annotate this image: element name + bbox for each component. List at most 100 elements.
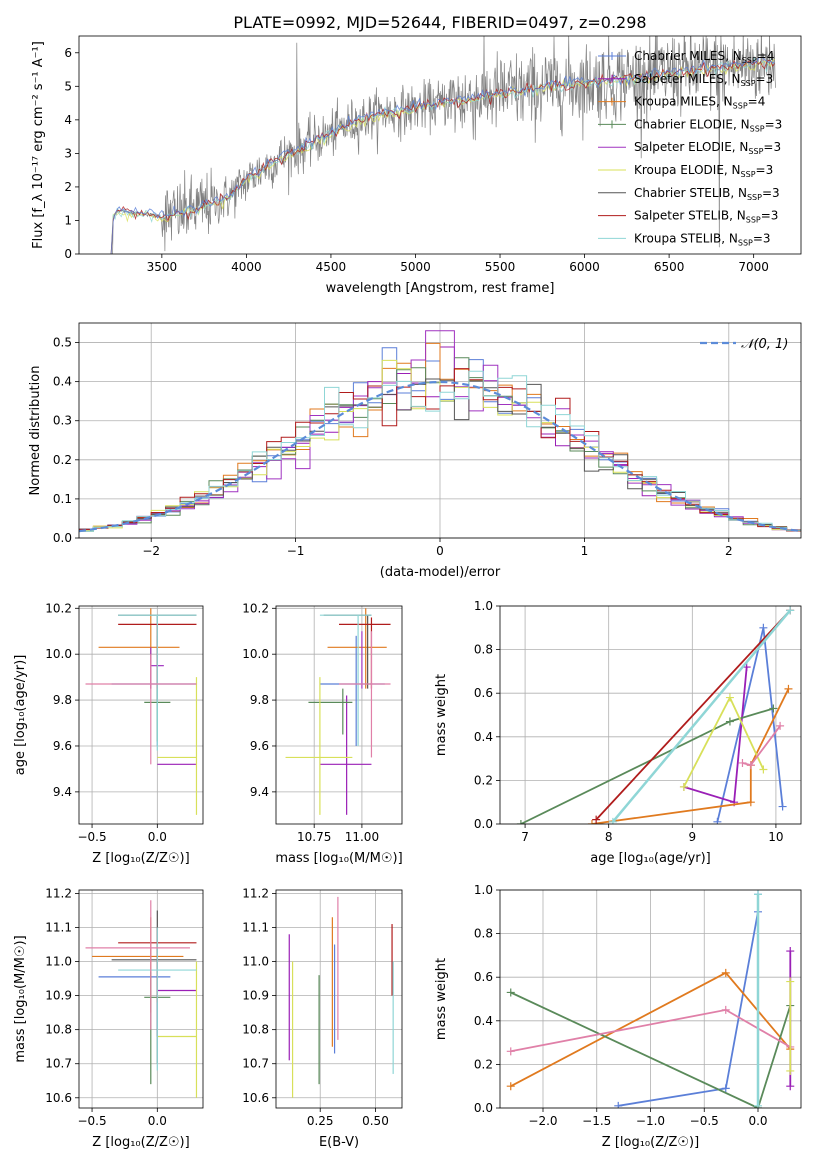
point-marker <box>506 988 515 997</box>
y-tick-label: 0.0 <box>474 1101 493 1115</box>
chart-mass-vs-ebv: 0.25 0.50 10.6 10.7 10.8 10.9 11.0 11.1 11.2 E(B-… <box>242 886 403 1150</box>
errorbar-kroupa-elodie <box>157 961 198 1098</box>
point-marker <box>786 606 795 615</box>
x-axis-label: Z [log₁₀(Z/Z☉)] <box>92 851 189 866</box>
x-tick-label: 4000 <box>231 260 262 274</box>
legend-entry: Salpeter STELIB, NSSP=3 <box>598 209 778 225</box>
gaussian-curve <box>79 380 801 533</box>
series-kroupa-elodie <box>679 693 768 791</box>
series-chabrier-miles <box>713 623 787 824</box>
plot-area <box>285 608 391 815</box>
series-line <box>611 609 792 823</box>
point-marker <box>759 623 768 632</box>
point-marker <box>721 1084 730 1093</box>
point-marker <box>608 817 617 824</box>
plot-area <box>79 330 801 533</box>
point-marker <box>725 693 734 702</box>
histogram-kroupa-miles <box>79 342 801 532</box>
errorbar-kroupa-miles <box>92 917 184 1013</box>
errorbar-kroupa-stelib <box>118 927 197 1071</box>
legend-label: Chabrier MILES, NSSP=4 <box>634 49 774 65</box>
y-tick-label: 0.2 <box>53 453 72 467</box>
y-tick-label: 1.0 <box>474 599 493 613</box>
errorbar-kroupa-elodie <box>285 677 353 815</box>
legend-entry: Salpeter MILES, NSSP=3 <box>598 72 773 88</box>
y-tick-label: 1 <box>64 213 72 227</box>
y-tick-label: 11.1 <box>45 920 72 934</box>
x-tick-label: 4500 <box>316 260 347 274</box>
y-tick-label: 9.6 <box>250 739 269 753</box>
point-marker <box>778 802 787 811</box>
point-marker <box>769 704 778 713</box>
y-tick-label: 11.2 <box>45 886 72 900</box>
y-tick-label: 10.2 <box>242 601 269 615</box>
x-tick-label: 0.25 <box>307 1114 334 1128</box>
legend: Chabrier MILES, NSSP=4 Salpeter MILES, NS… <box>598 49 782 247</box>
plot-area <box>506 890 795 1108</box>
errorbar-chabrier-miles <box>111 635 197 746</box>
point-marker <box>516 820 525 824</box>
y-tick-label: 0.5 <box>53 336 72 350</box>
point-marker <box>786 947 795 956</box>
x-tick-label: 10 <box>768 830 783 844</box>
chart-age-vs-Z: −0.5 0.0 9.4 9.6 9.8 10.0 10.2 Z [log₁₀(Z/Z☉)] a… <box>13 601 204 866</box>
plot-area <box>516 606 795 824</box>
point-marker <box>786 1082 795 1091</box>
x-tick-label: 8 <box>605 830 613 844</box>
series-line <box>618 894 759 1107</box>
y-tick-label: 9.6 <box>53 739 72 753</box>
errorbar-pink <box>339 631 391 758</box>
x-tick-label: 7000 <box>738 260 769 274</box>
spectrum-data-line <box>111 36 776 254</box>
y-axis-label: mass weight <box>434 674 449 756</box>
series-salpeter-miles <box>679 663 751 807</box>
legend-label: Kroupa STELIB, NSSP=3 <box>634 231 771 247</box>
errorbar-chabrier-stelib <box>323 614 372 689</box>
axes-frame <box>78 322 802 539</box>
errorbar-kroupa-stelib <box>118 614 197 751</box>
x-tick-label: 2 <box>725 544 733 558</box>
x-axis-label: Z [log₁₀(Z/Z☉)] <box>92 1135 189 1150</box>
y-axis-label: age [log₁₀(age/yr)] <box>13 655 28 776</box>
errorbar-salpeter-miles <box>156 975 197 1037</box>
x-tick-label: −1.0 <box>636 1114 665 1128</box>
point-marker <box>759 765 768 774</box>
point-marker <box>738 758 747 767</box>
legend-label: Chabrier STELIB, NSSP=3 <box>634 186 780 202</box>
errorbar-pink <box>85 654 197 765</box>
chart-residuals: −2 −1 0 1 2 0.0 0.1 0.2 0.3 0.4 0.5 (data-model)/er… <box>28 322 802 580</box>
y-tick-label: 0.0 <box>53 531 72 545</box>
plot-area <box>85 900 198 1098</box>
point-marker <box>506 1082 515 1091</box>
x-tick-label: 0 <box>436 544 444 558</box>
axes-frame <box>499 605 802 825</box>
x-tick-label: −2.0 <box>528 1114 557 1128</box>
x-tick-label: −2 <box>142 544 160 558</box>
errorbar-chabrier-miles <box>98 927 171 1037</box>
point-marker <box>784 684 793 693</box>
x-axis-label: Z [log₁₀(Z/Z☉)] <box>602 1135 699 1150</box>
point-marker <box>721 1005 730 1014</box>
x-tick-label: 10.75 <box>297 830 331 844</box>
series-salpeter-stelib <box>592 606 795 824</box>
y-tick-label: 11.2 <box>242 886 269 900</box>
y-tick-label: 3 <box>64 146 72 160</box>
x-axis-label: wavelength [Angstrom, rest frame] <box>326 281 555 296</box>
point-marker <box>721 968 730 977</box>
point-marker <box>746 761 755 770</box>
x-tick-label: −0.5 <box>77 830 106 844</box>
y-tick-label: 10.7 <box>45 1057 72 1071</box>
errorbar-kroupa-miles <box>98 608 180 689</box>
x-tick-label: 9 <box>688 830 696 844</box>
y-tick-label: 0.1 <box>53 492 72 506</box>
x-tick-label: 1 <box>581 544 589 558</box>
errorbar-chabrier-stelib <box>111 910 197 1064</box>
point-marker <box>587 820 596 824</box>
y-tick-label: 10.6 <box>242 1091 269 1105</box>
plot-area <box>110 36 776 254</box>
legend-label: 𝒩(0, 1) <box>741 337 788 352</box>
x-tick-label: 3500 <box>147 260 178 274</box>
x-tick-label: 0.0 <box>148 1114 167 1128</box>
series-chabrier-elodie <box>516 704 778 824</box>
